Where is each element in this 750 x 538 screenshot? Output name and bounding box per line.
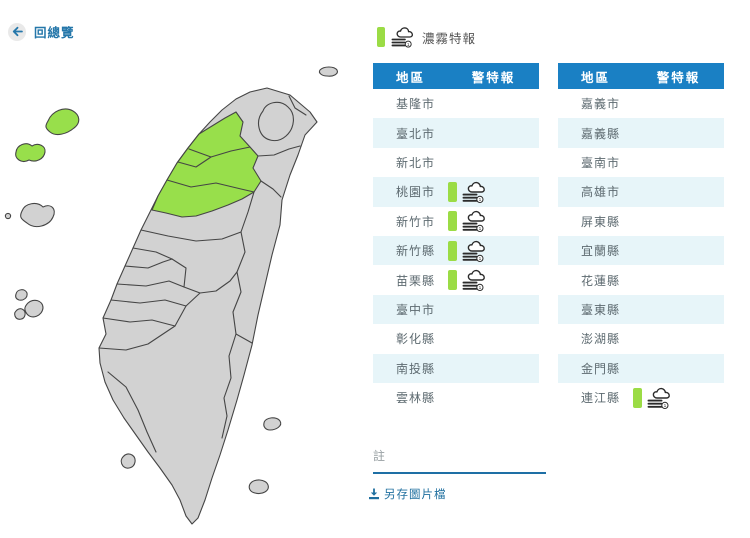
- table-row[interactable]: 澎湖縣: [558, 324, 724, 353]
- warning-color-bar: [448, 270, 457, 291]
- fog-icon: [462, 210, 488, 232]
- orchid-island: [248, 479, 269, 495]
- fog-icon: [462, 240, 488, 262]
- warning-cell: [448, 210, 539, 232]
- warning-color-bar: [448, 181, 457, 202]
- fog-advisory-legend: 濃霧特報: [377, 26, 476, 48]
- table-body: 基隆市臺北市新北市桃園市新竹市新竹縣苗栗縣臺中市彰化縣南投縣雲林縣: [373, 89, 539, 412]
- region-label: 臺東縣: [581, 302, 621, 317]
- region-label: 宜蘭縣: [581, 244, 621, 259]
- save-image-link[interactable]: 另存圖片檔: [368, 486, 447, 502]
- table-row[interactable]: 臺南市: [558, 148, 724, 177]
- region-label: 新北市: [396, 155, 436, 170]
- region-label: 臺南市: [581, 155, 621, 170]
- fog-icon: [462, 269, 488, 291]
- warning-column-header: 警特報: [656, 70, 701, 85]
- region-label: 臺北市: [396, 126, 436, 141]
- region-label: 雲林縣: [396, 391, 436, 406]
- kinmen-island[interactable]: [4, 202, 55, 228]
- table-row[interactable]: 彰化縣: [373, 324, 539, 353]
- warning-color-bar: [448, 211, 457, 232]
- region-label: 新竹市: [396, 214, 436, 229]
- region-label: 澎湖縣: [581, 332, 621, 347]
- table-row[interactable]: 嘉義市: [558, 89, 724, 118]
- region-label: 苗栗縣: [396, 273, 436, 288]
- region-label: 南投縣: [396, 361, 436, 376]
- table-header: 地區 警特報: [373, 63, 539, 89]
- back-label: 回總覽: [34, 26, 75, 40]
- table-row[interactable]: 苗栗縣: [373, 265, 539, 294]
- region-label: 嘉義市: [581, 97, 621, 112]
- region-column-header: 地區: [580, 70, 610, 85]
- fog-highlighted-region[interactable]: [151, 111, 262, 218]
- region-label: 連江縣: [581, 391, 621, 406]
- warning-cell: [448, 269, 539, 291]
- county-borders-highlighted: [166, 146, 255, 193]
- table-row[interactable]: 臺北市: [373, 118, 539, 148]
- region-label: 基隆市: [396, 97, 436, 112]
- warning-column-header: 警特報: [471, 70, 516, 85]
- table-row[interactable]: 宜蘭縣: [558, 235, 724, 266]
- note-section: 註: [373, 447, 546, 474]
- matsu-islands[interactable]: [15, 108, 80, 162]
- guishan-island: [318, 66, 338, 77]
- note-divider: [373, 472, 546, 474]
- county-borders: [98, 95, 307, 453]
- region-label: 桃園市: [396, 185, 436, 200]
- warning-cell: [448, 240, 539, 262]
- table-header: 地區 警特報: [558, 63, 724, 89]
- liuqiu-island: [120, 453, 136, 469]
- penghu-islands[interactable]: [14, 289, 44, 320]
- warning-color-bar: [377, 27, 385, 47]
- table-row[interactable]: 桃園市: [373, 177, 539, 207]
- warning-table-left: 地區 警特報 基隆市臺北市新北市桃園市新竹市新竹縣苗栗縣臺中市彰化縣南投縣雲林縣: [373, 63, 539, 412]
- download-icon: [369, 488, 379, 500]
- fog-icon: [462, 181, 488, 203]
- table-row[interactable]: 高雄市: [558, 177, 724, 207]
- region-label: 新竹縣: [396, 244, 436, 259]
- taiwan-warning-map[interactable]: [0, 0, 370, 538]
- table-row[interactable]: 連江縣: [558, 383, 724, 412]
- green-island: [263, 417, 282, 431]
- region-label: 嘉義縣: [581, 126, 621, 141]
- warning-cell: [633, 387, 724, 409]
- back-arrow-icon: [8, 22, 26, 41]
- region-label: 高雄市: [581, 185, 621, 200]
- region-label: 花蓮縣: [581, 273, 621, 288]
- region-label: 屏東縣: [581, 214, 621, 229]
- region-label: 彰化縣: [396, 332, 436, 347]
- table-row[interactable]: 花蓮縣: [558, 265, 724, 294]
- table-row[interactable]: 新竹市: [373, 207, 539, 236]
- table-row[interactable]: 嘉義縣: [558, 118, 724, 148]
- region-label: 臺中市: [396, 302, 436, 317]
- table-row[interactable]: 屏東縣: [558, 207, 724, 236]
- table-row[interactable]: 新北市: [373, 148, 539, 177]
- table-body: 嘉義市嘉義縣臺南市高雄市屏東縣宜蘭縣花蓮縣臺東縣澎湖縣金門縣連江縣: [558, 89, 724, 412]
- region-label: 金門縣: [581, 361, 621, 376]
- warning-color-bar: [633, 387, 642, 408]
- table-row[interactable]: 臺中市: [373, 294, 539, 325]
- fog-icon: [647, 387, 673, 409]
- region-column-header: 地區: [395, 70, 425, 85]
- warning-table-right: 地區 警特報 嘉義市嘉義縣臺南市高雄市屏東縣宜蘭縣花蓮縣臺東縣澎湖縣金門縣連江縣: [558, 63, 724, 412]
- table-row[interactable]: 臺東縣: [558, 294, 724, 325]
- warning-cell: [448, 181, 539, 203]
- table-row[interactable]: 金門縣: [558, 353, 724, 383]
- table-row[interactable]: 南投縣: [373, 353, 539, 383]
- table-row[interactable]: 雲林縣: [373, 383, 539, 412]
- back-to-overview-button[interactable]: 回總覽: [8, 22, 75, 41]
- table-row[interactable]: 新竹縣: [373, 235, 539, 266]
- fog-icon: [391, 26, 416, 48]
- note-label: 註: [373, 449, 387, 463]
- legend-label: 濃霧特報: [422, 31, 477, 46]
- table-row[interactable]: 基隆市: [373, 89, 539, 118]
- save-label: 另存圖片檔: [384, 489, 447, 501]
- warning-color-bar: [448, 240, 457, 261]
